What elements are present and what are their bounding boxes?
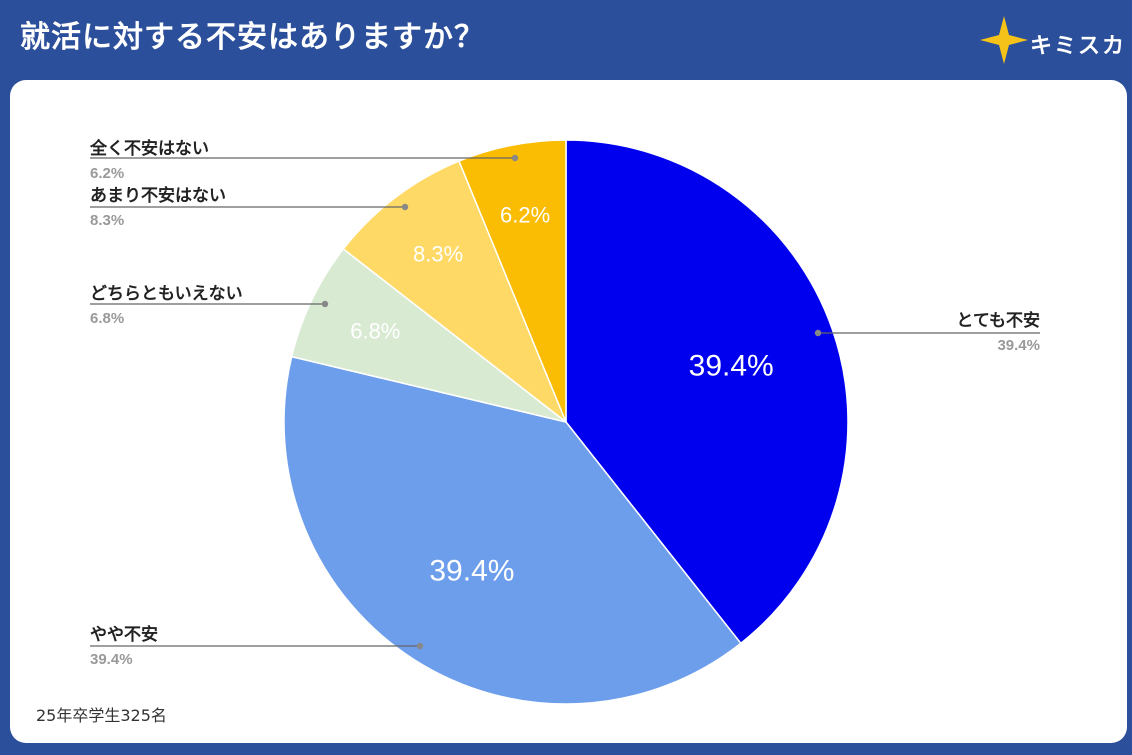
page-title: 就活に対する不安はありますか？ (20, 20, 485, 55)
leader-dot (416, 642, 424, 650)
pie-slice (290, 247, 567, 423)
pie-slice (565, 139, 849, 645)
slice-value-label: 39.4% (90, 651, 133, 668)
slice-percent-label: 39.4% (689, 350, 774, 383)
slice-percent-label: 6.8% (350, 319, 400, 344)
pie-slice (342, 160, 568, 425)
pie-slice (458, 139, 567, 423)
slice-value-label: 8.3% (90, 212, 124, 229)
leader-dot (511, 154, 519, 162)
leader-dot (814, 329, 822, 337)
pie-slice (283, 355, 742, 705)
slice-value-label: 6.2% (90, 165, 124, 182)
star-icon (980, 16, 1028, 64)
slice-percent-label: 39.4% (429, 554, 514, 587)
brand-name: キミスカ (1030, 34, 1127, 59)
brand-logo: キミスカ (978, 14, 1128, 66)
slice-category-label: 全く不安はない (89, 138, 209, 159)
chart-card: 39.4% とても不安 39.4% 39.4% やや不安 39.4% 6.8% どちらともいえ… (10, 80, 1127, 743)
slice-percent-label: 6.2% (500, 203, 550, 228)
slice-percent-label: 8.3% (413, 242, 463, 267)
slice-value-label: 6.8% (90, 310, 124, 327)
pie-chart: 39.4% とても不安 39.4% 39.4% やや不安 39.4% 6.8% どちらともいえ… (89, 138, 1040, 705)
leader-dot (321, 300, 329, 308)
pie-slices (283, 139, 849, 705)
slice-category-label: あまり不安はない (90, 185, 226, 206)
slice-category-label: どちらともいえない (90, 284, 243, 304)
slice-category-label: とても不安 (956, 310, 1040, 331)
leader-dot (401, 203, 409, 211)
slice-value-label: 39.4% (997, 337, 1040, 354)
slice-category-label: やや不安 (90, 624, 158, 645)
sample-size-note: 25年卒学生325名 (36, 706, 167, 725)
